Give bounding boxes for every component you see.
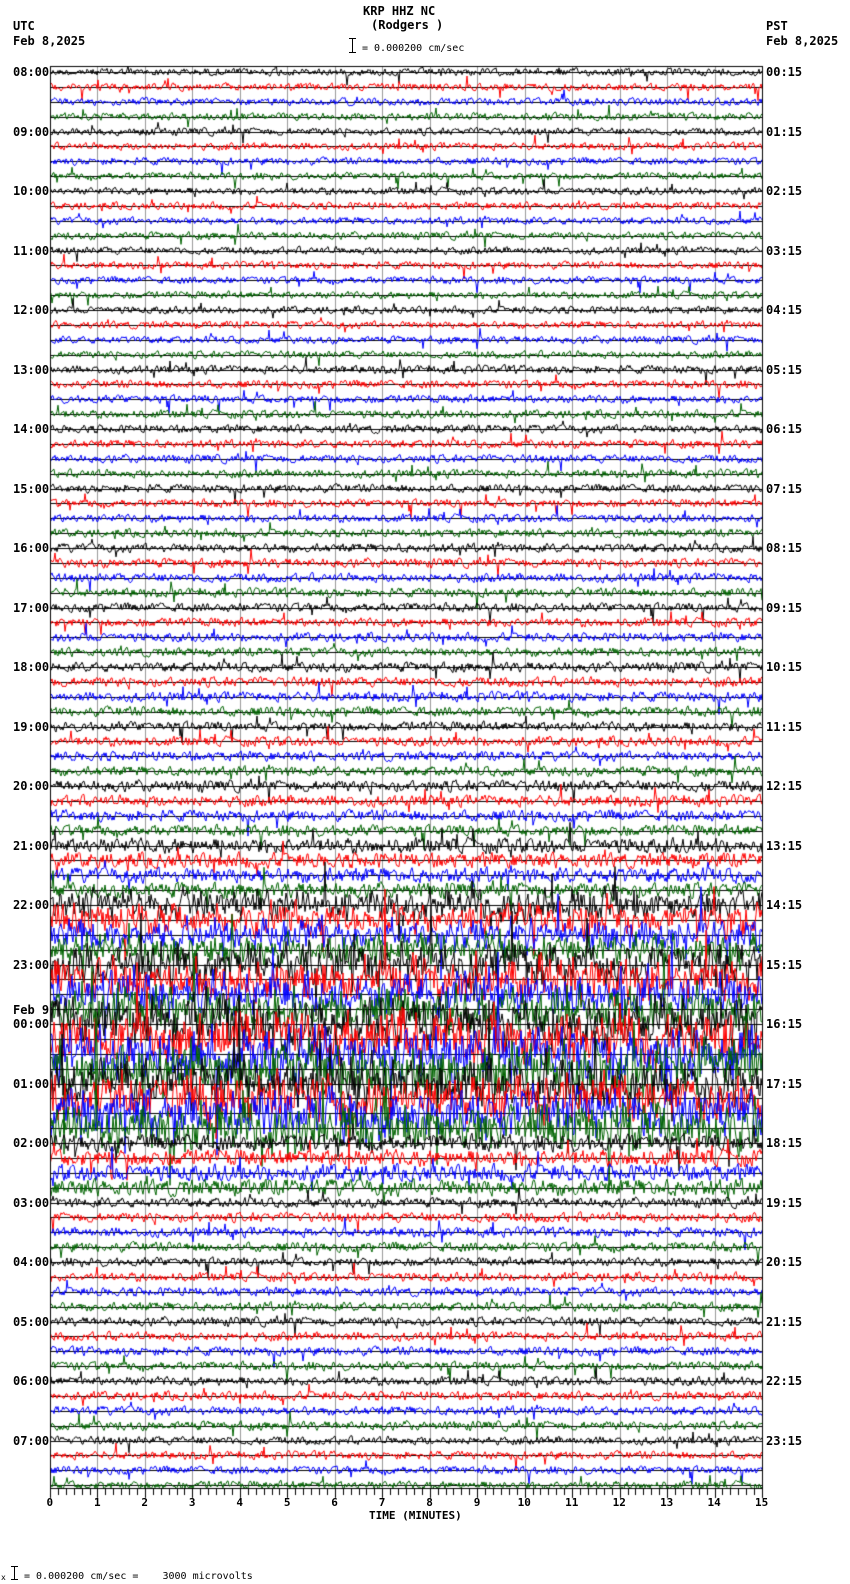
x-tick-label: 15 (755, 1496, 769, 1509)
x-tick-label: 8 (426, 1496, 433, 1509)
pst-hour-label: 19:15 (766, 1195, 803, 1210)
utc-hour-label: 11:00 (13, 243, 50, 258)
date-change-label: Feb 9 (13, 1003, 50, 1017)
pst-hour-label: 00:15 (766, 65, 803, 79)
pst-hour-label: 20:15 (766, 1255, 803, 1269)
pst-hour-label: 14:15 (766, 898, 803, 912)
pst-hour-label: 04:15 (766, 303, 803, 317)
utc-hour-label: 05:00 (13, 1314, 50, 1329)
pst-hour-label: 07:15 (766, 481, 803, 496)
pst-hour-label: 23:15 (766, 1433, 803, 1448)
utc-hour-label: 04:00 (13, 1255, 50, 1269)
x-tick-label: 13 (660, 1496, 674, 1509)
utc-hour-label: 19:00 (13, 719, 50, 734)
utc-hour-label: 22:00 (13, 898, 50, 912)
x-axis-label: TIME (MINUTES) (369, 1509, 462, 1522)
x-tick-label: 3 (188, 1496, 196, 1509)
pst-hour-label: 09:15 (766, 600, 803, 615)
footer-scale-text: = 0.000200 cm/sec = 3000 microvolts (24, 1571, 253, 1582)
utc-hour-label: 12:00 (13, 303, 50, 317)
footer-prefix: x (1, 1573, 6, 1582)
x-tick-label: 14 (707, 1496, 721, 1509)
x-tick-label: 11 (565, 1496, 579, 1509)
x-tick-label: 12 (612, 1496, 626, 1509)
x-tick-label: 6 (331, 1496, 338, 1509)
x-tick-label: 7 (378, 1496, 386, 1509)
x-tick-label: 5 (283, 1496, 291, 1509)
pst-hour-label: 21:15 (766, 1314, 803, 1329)
utc-hour-label: 15:00 (13, 481, 50, 496)
x-tick-label: 10 (517, 1496, 531, 1509)
utc-hour-label: 00:00 (13, 1017, 50, 1031)
utc-hour-label: 14:00 (13, 422, 50, 436)
x-tick-label: 2 (141, 1496, 149, 1509)
pst-hour-label: 05:15 (766, 362, 803, 377)
utc-hour-label: 08:00 (13, 65, 50, 79)
pst-hour-label: 08:15 (766, 541, 803, 555)
utc-hour-label: 20:00 (13, 779, 50, 793)
pst-hour-label: 10:15 (766, 660, 803, 674)
pst-hour-label: 17:15 (766, 1076, 803, 1091)
pst-hour-label: 13:15 (766, 838, 803, 853)
utc-hour-label: 10:00 (13, 184, 50, 198)
utc-hour-label: 18:00 (13, 660, 50, 674)
x-tick-label: 4 (236, 1496, 243, 1509)
pst-hour-label: 12:15 (766, 779, 803, 793)
utc-hour-label: 06:00 (13, 1374, 50, 1388)
utc-hour-label: 07:00 (13, 1433, 50, 1448)
pst-hour-label: 02:15 (766, 184, 803, 198)
footer-scale-bar-icon (11, 1566, 18, 1580)
utc-hour-label: 16:00 (13, 541, 50, 555)
utc-hour-label: 03:00 (13, 1195, 50, 1210)
pst-hour-label: 15:15 (766, 957, 803, 972)
x-tick-label: 9 (473, 1496, 481, 1509)
utc-hour-label: 02:00 (13, 1136, 50, 1150)
utc-hour-label: 13:00 (13, 362, 50, 377)
x-tick-label: 0 (46, 1496, 54, 1509)
utc-hour-label: 09:00 (13, 124, 50, 139)
utc-hour-label: 21:00 (13, 838, 50, 853)
pst-hour-label: 16:15 (766, 1017, 803, 1031)
pst-hour-label: 22:15 (766, 1374, 803, 1388)
pst-hour-label: 11:15 (766, 719, 803, 734)
utc-hour-label: 01:00 (13, 1076, 50, 1091)
pst-hour-label: 18:15 (766, 1136, 803, 1150)
pst-hour-label: 06:15 (766, 422, 803, 436)
pst-hour-label: 01:15 (766, 124, 803, 139)
utc-hour-label: 23:00 (13, 957, 50, 972)
x-tick-label: 1 (93, 1496, 101, 1509)
utc-hour-label: 17:00 (13, 600, 50, 615)
pst-hour-label: 03:15 (766, 243, 803, 258)
